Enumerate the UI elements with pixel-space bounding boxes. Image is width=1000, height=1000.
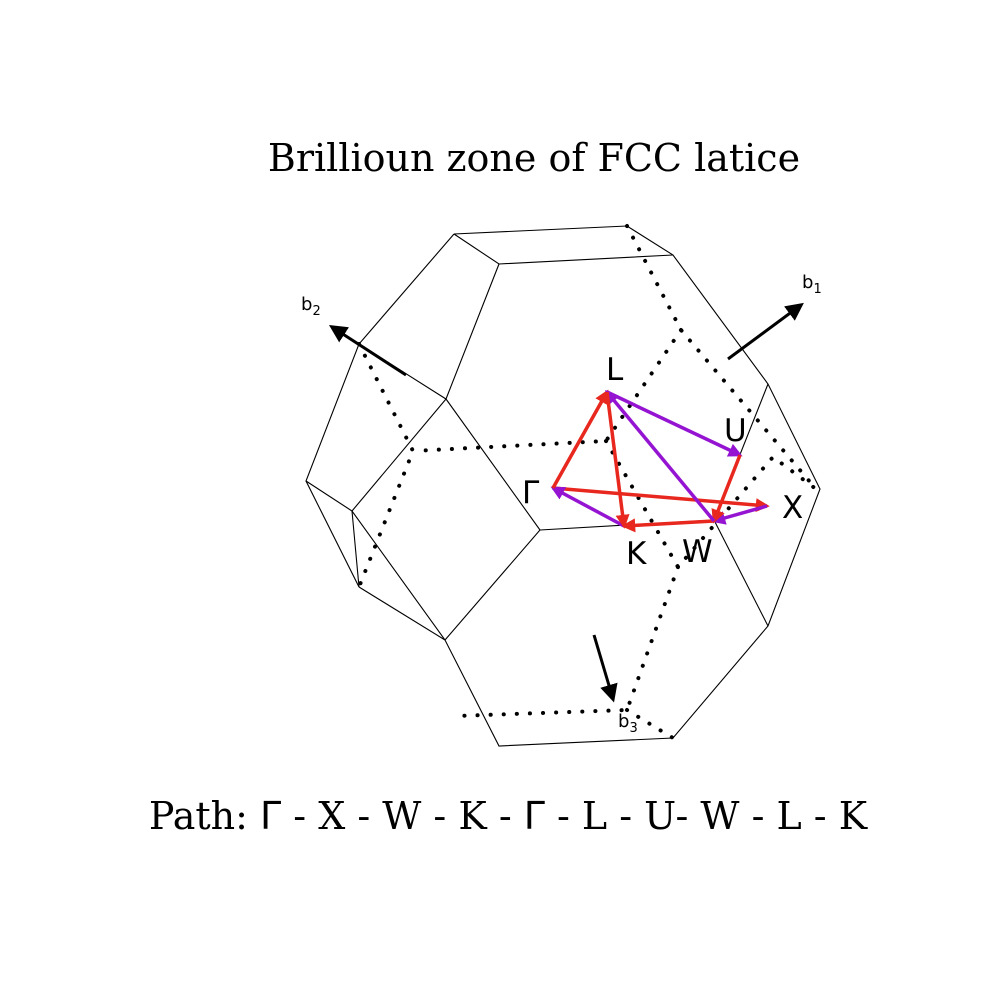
- point-label-w: W: [682, 534, 713, 570]
- point-label-gamma: Γ: [522, 475, 540, 511]
- path-point-6: L: [582, 794, 607, 838]
- path-segment-x-w: [714, 506, 767, 521]
- b3-arrow: [594, 635, 613, 699]
- path-segment-u-w: [714, 455, 740, 521]
- point-label-k: K: [626, 536, 647, 572]
- b3-label: b3: [618, 711, 638, 736]
- point-label-x: X: [782, 490, 803, 526]
- b1-arrow: [728, 305, 801, 359]
- b1-label: b1: [802, 272, 822, 297]
- path-segment-gamma-l: [553, 392, 607, 488]
- path-point-2: X: [318, 794, 345, 838]
- path-point-1: Γ: [260, 794, 281, 838]
- point-label-u: U: [724, 413, 747, 449]
- path-point-10: K: [839, 794, 868, 838]
- path-segment-w-l: [607, 392, 714, 521]
- path-point-9: L: [776, 794, 801, 838]
- path-point-3: W: [382, 794, 421, 838]
- path-point-8: W: [700, 794, 739, 838]
- diagram-title: Brillioun zone of FCC latice: [268, 136, 800, 180]
- path-segment-w-k: [624, 521, 714, 526]
- path-caption: Path: Γ - X - W - K - Γ - L - U- W - L -…: [149, 794, 868, 838]
- b2-label: b2: [301, 294, 321, 319]
- zone-solid-edges: [306, 226, 820, 746]
- point-label-l: L: [606, 352, 624, 388]
- path-point-5: Γ: [524, 794, 545, 838]
- path-point-4: K: [458, 794, 487, 838]
- zone-hidden-edges: [359, 226, 816, 738]
- path-caption-prefix: Path:: [149, 794, 260, 838]
- path-segment-l-u: [607, 392, 740, 455]
- path-point-7: U: [644, 794, 675, 838]
